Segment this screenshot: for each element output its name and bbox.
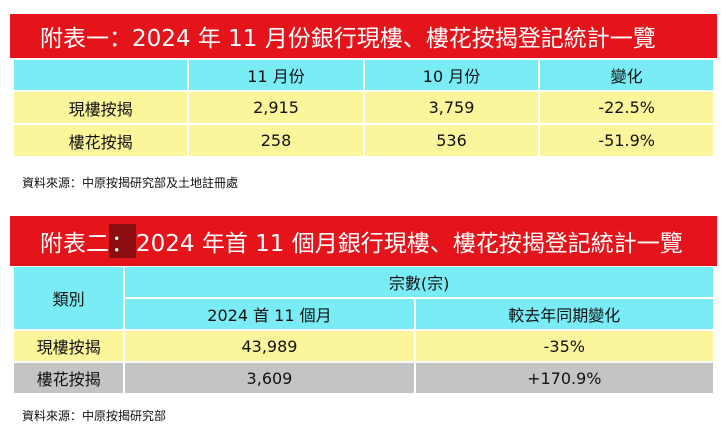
table2-header-yoy: 較去年同期變化 (415, 299, 713, 329)
cell-oct: 3,759 (364, 92, 539, 123)
table2-title-rest: 2024 年首 11 個月銀行現樓、樓花按揭登記統計一覽 (136, 231, 683, 257)
table2-title-colon-highlight: ： (109, 224, 136, 258)
table1-source: 資料來源：中原按揭研究部及土地註冊處 (22, 176, 239, 190)
cell-nov: 2,915 (189, 92, 363, 123)
table2-header-category: 類別 (14, 267, 124, 329)
table1-header-row: 11 月份 10 月份 變化 (14, 60, 713, 90)
table1-header-change: 變化 (540, 60, 713, 90)
row-label: 現樓按揭 (14, 92, 188, 123)
cell-oct: 536 (364, 125, 539, 156)
table-row: 樓花按揭 3,609 +170.9% (14, 363, 713, 393)
table1-header-oct: 10 月份 (364, 60, 539, 90)
cell-change: -22.5% (540, 92, 713, 123)
table2-header-ytd: 2024 首 11 個月 (125, 299, 414, 329)
cell-ytd: 3,609 (125, 363, 414, 393)
table2-title: 附表二： 2024 年首 11 個月銀行現樓、樓花按揭登記統計一覽 (10, 216, 717, 266)
table1-header-corner (14, 60, 188, 90)
cell-nov: 258 (189, 125, 363, 156)
table2-source: 資料來源：中原按揭研究部 (22, 409, 167, 423)
table1-title: 附表一：2024 年 11 月份銀行現樓、樓花按揭登記統計一覽 (10, 14, 717, 58)
cell-ytd: 43,989 (125, 331, 414, 361)
table2: 類別 宗數(宗) 2024 首 11 個月 較去年同期變化 現樓按揭 43,98… (12, 265, 715, 395)
table1-header-nov: 11 月份 (189, 60, 363, 90)
row-label: 樓花按揭 (14, 363, 124, 393)
cell-yoy: -35% (415, 331, 713, 361)
cell-yoy: +170.9% (415, 363, 713, 393)
table2-header-row-1: 類別 宗數(宗) (14, 267, 713, 329)
row-label: 現樓按揭 (14, 331, 124, 361)
cell-change: -51.9% (540, 125, 713, 156)
table1: 11 月份 10 月份 變化 現樓按揭 2,915 3,759 -22.5% 樓… (12, 58, 715, 158)
table2-title-prefix: 附表二 (40, 231, 109, 257)
table2-header-group: 宗數(宗) (125, 267, 713, 297)
row-label: 樓花按揭 (14, 125, 188, 156)
table-row: 樓花按揭 258 536 -51.9% (14, 125, 713, 156)
table2-header-row-2: 2024 首 11 個月 較去年同期變化 (14, 299, 713, 329)
table-row: 現樓按揭 43,989 -35% (14, 331, 713, 361)
table-row: 現樓按揭 2,915 3,759 -22.5% (14, 92, 713, 123)
